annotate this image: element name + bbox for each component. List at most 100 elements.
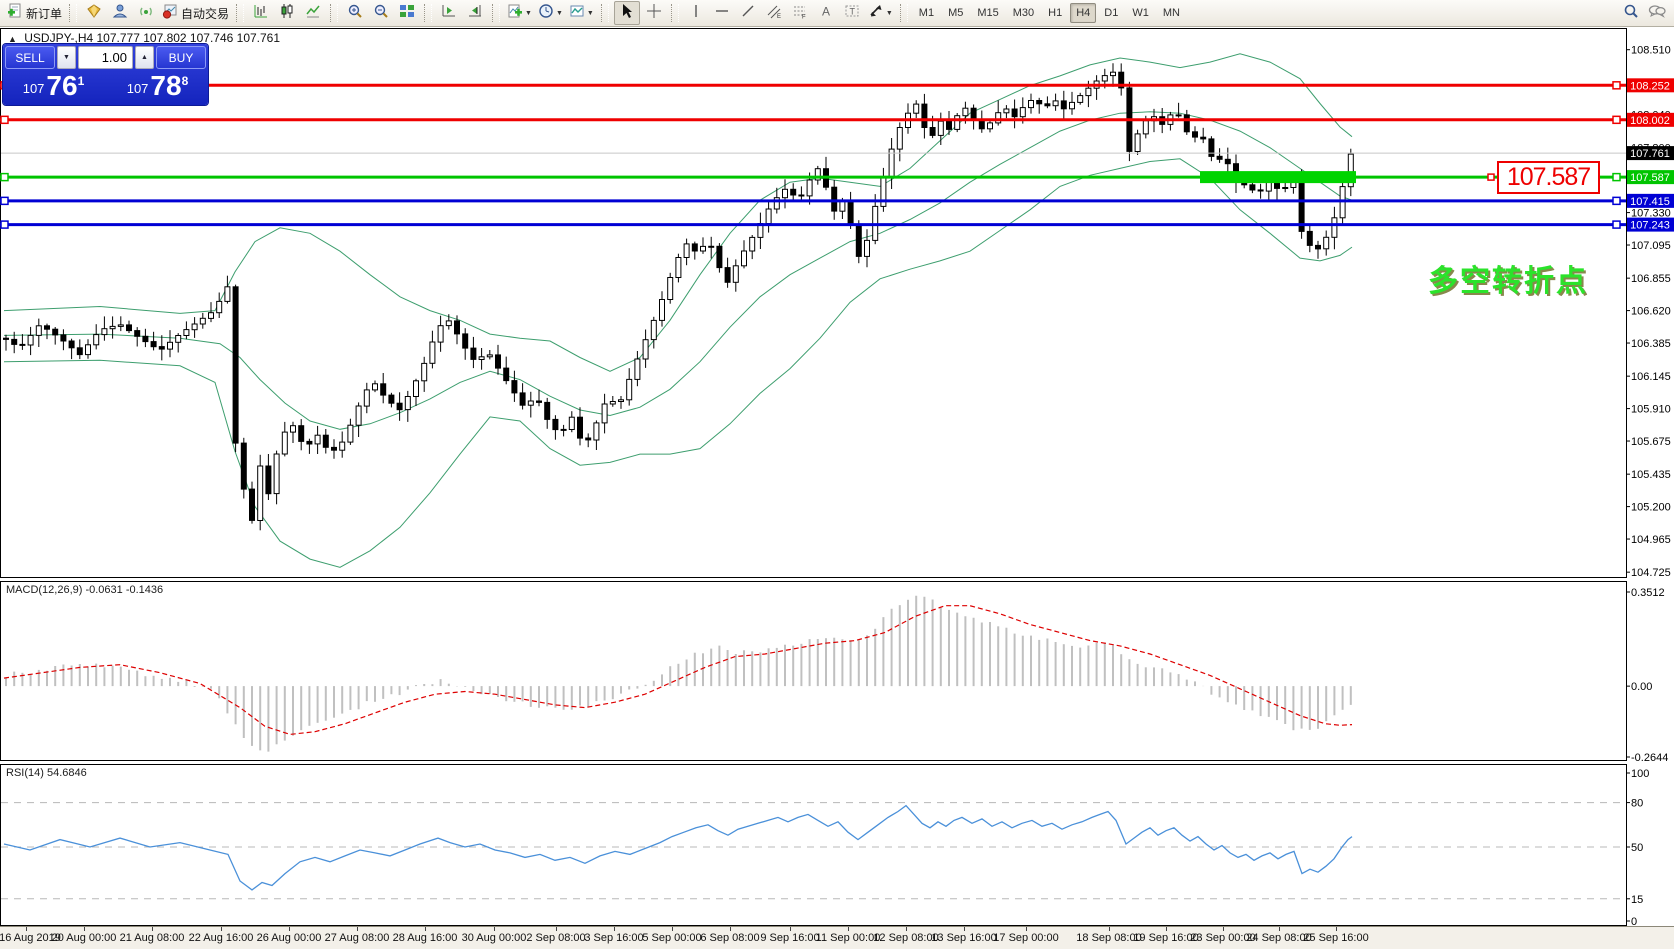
price-tick-label: 106.145 xyxy=(1631,371,1671,383)
candlestick-type-button[interactable] xyxy=(275,2,299,24)
timeframe-M1[interactable]: M1 xyxy=(918,7,935,19)
text-label-tool-button[interactable]: T xyxy=(840,2,864,24)
chat-button[interactable] xyxy=(1645,2,1669,24)
periods-button[interactable]: ▼ xyxy=(536,2,565,24)
timeframe-M30[interactable]: M30 xyxy=(1012,7,1035,19)
sell-price[interactable]: 107 76 1 xyxy=(3,69,104,103)
price-tick-label: 107.330 xyxy=(1631,208,1671,220)
cursor-button[interactable] xyxy=(613,1,640,25)
price-badge-label: 108.252 xyxy=(1630,80,1670,92)
market-watch-button[interactable] xyxy=(82,2,106,24)
candle-body xyxy=(683,243,690,258)
profile-icon xyxy=(112,3,128,24)
new-order-button[interactable]: 新订单 xyxy=(5,2,64,24)
candle-body xyxy=(544,401,551,420)
sell-button[interactable]: SELL xyxy=(5,46,55,69)
sell-price-big: 76 xyxy=(46,70,78,102)
fibonacci-tool-button[interactable]: F xyxy=(788,2,812,24)
arrows-tool-button[interactable]: ▼ xyxy=(866,2,895,24)
zoom-in-button[interactable] xyxy=(343,2,367,24)
candle-body xyxy=(158,346,165,350)
indicators-button[interactable]: ▼ xyxy=(505,2,534,24)
buy-button[interactable]: BUY xyxy=(156,46,206,69)
green-highlight-bar[interactable] xyxy=(1200,171,1356,184)
candle-body xyxy=(626,378,633,401)
rsi-tick-label: 80 xyxy=(1631,798,1643,810)
time-tick xyxy=(1336,927,1337,931)
search-button[interactable] xyxy=(1619,2,1643,24)
candle-body xyxy=(798,194,805,197)
time-label: 9 Sep 16:00 xyxy=(760,932,820,944)
chart-shift-button[interactable] xyxy=(437,2,461,24)
vline-tool-button[interactable] xyxy=(684,2,708,24)
candle-body xyxy=(1192,131,1198,138)
candle-body xyxy=(437,325,444,343)
turning-point-annotation[interactable]: 多空转折点 xyxy=(1428,265,1588,298)
candle-body xyxy=(700,245,706,252)
candle-body xyxy=(175,335,182,343)
timeframe-W1[interactable]: W1 xyxy=(1132,7,1149,19)
text-tool-button[interactable]: A xyxy=(814,2,838,24)
templates-button[interactable]: ▼ xyxy=(567,2,596,24)
timeframe-D1[interactable]: D1 xyxy=(1104,7,1119,19)
timeframe-H4[interactable]: H4 xyxy=(1070,3,1097,23)
bar-chart-type-button[interactable] xyxy=(249,2,273,24)
auto-scroll-button[interactable] xyxy=(463,2,487,24)
timeframe-H1[interactable]: H1 xyxy=(1048,7,1063,19)
time-tick xyxy=(848,927,849,931)
rsi-label: RSI(14) 54.6846 xyxy=(6,767,87,779)
time-label: 12 Sep 08:00 xyxy=(873,932,939,944)
line-handle[interactable] xyxy=(0,220,9,229)
gem-icon xyxy=(86,3,102,24)
line-handle[interactable] xyxy=(1612,172,1621,182)
volume-input[interactable]: 1.00 xyxy=(78,46,133,69)
signals-button[interactable] xyxy=(134,2,158,24)
candle-body xyxy=(806,179,813,197)
candle-body xyxy=(1110,71,1116,77)
price-annotation-box[interactable]: 107.587 xyxy=(1497,161,1600,194)
collapse-arrow-icon[interactable]: ▲ xyxy=(8,34,17,44)
crosshair-button[interactable] xyxy=(642,2,666,24)
time-label: 20 Aug 00:00 xyxy=(51,932,117,944)
candle-body xyxy=(19,343,26,346)
zoom-out-button[interactable] xyxy=(369,2,393,24)
buy-price[interactable]: 107 78 8 xyxy=(107,69,208,103)
tile-windows-button[interactable] xyxy=(395,2,419,24)
line-handle[interactable] xyxy=(0,196,9,206)
candle-body xyxy=(1200,136,1207,140)
time-axis[interactable]: 16 Aug 2019 20 Aug 00:00 21 Aug 08:00 22 Au… xyxy=(0,926,1674,949)
volume-up-stepper[interactable]: ▲ xyxy=(135,46,154,69)
hline-tool-button[interactable] xyxy=(710,2,734,24)
timeframe-M15[interactable]: M15 xyxy=(977,7,999,19)
line-handle[interactable] xyxy=(1612,220,1621,229)
macd-tick-label: 0.3512 xyxy=(1631,587,1665,599)
price-badge xyxy=(1627,112,1674,127)
new-order-icon xyxy=(7,3,23,24)
zoom-in-icon xyxy=(347,3,363,24)
time-label: 17 Sep 00:00 xyxy=(993,932,1059,944)
candle-body xyxy=(577,416,583,439)
candle-body xyxy=(396,402,403,411)
time-label: 28 Aug 16:00 xyxy=(392,932,458,944)
candle-body xyxy=(1069,101,1075,110)
time-label: 16 Aug 2019 xyxy=(0,932,61,944)
line-handle[interactable] xyxy=(0,115,9,125)
timeframe-M5[interactable]: M5 xyxy=(948,7,964,19)
volume-down-stepper[interactable]: ▼ xyxy=(57,46,76,69)
macd-pane xyxy=(0,581,1627,761)
line-handle[interactable] xyxy=(0,172,9,182)
line-chart-type-button[interactable] xyxy=(301,2,325,24)
trendline-tool-button[interactable] xyxy=(736,2,760,24)
line-handle[interactable] xyxy=(1612,196,1621,206)
line-handle[interactable] xyxy=(1612,115,1621,125)
candle-body xyxy=(232,286,239,444)
profiles-button[interactable] xyxy=(108,2,132,24)
time-tick xyxy=(494,927,495,931)
autotrade-button[interactable]: 自动交易 xyxy=(160,2,231,24)
annotation-handle[interactable] xyxy=(1487,173,1495,181)
timeframe-MN[interactable]: MN xyxy=(1162,7,1180,19)
candle-body xyxy=(331,446,337,451)
channel-tool-button[interactable]: E xyxy=(762,2,786,24)
time-tick xyxy=(614,927,615,931)
line-handle[interactable] xyxy=(1612,81,1621,90)
